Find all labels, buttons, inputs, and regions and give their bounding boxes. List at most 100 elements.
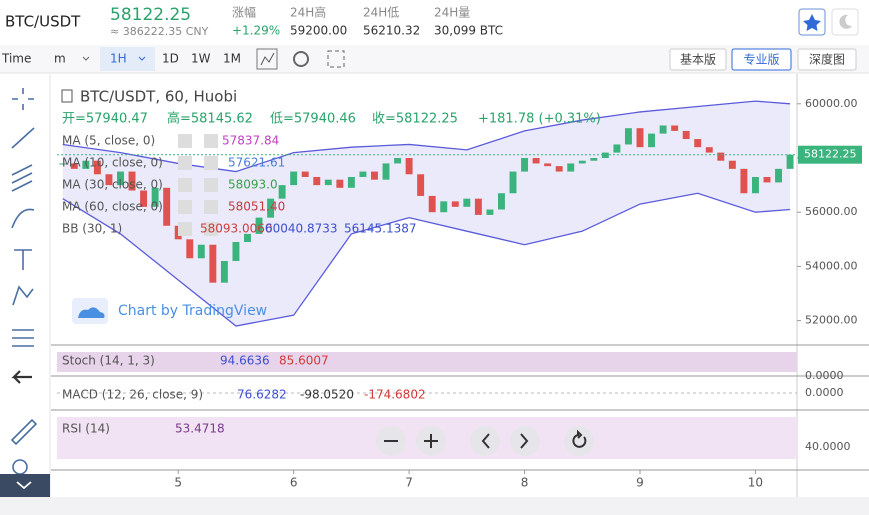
stat-value: 59200.00 (290, 24, 347, 38)
brush-tool[interactable] (11, 208, 35, 229)
study-close[interactable] (204, 134, 218, 148)
view-button[interactable] (669, 48, 727, 71)
text-tool[interactable] (14, 249, 32, 270)
panel-name: MACD (12, 26, close, 9) (62, 388, 203, 402)
study-value: 57621.61 (228, 156, 285, 170)
collapse-caret (16, 481, 32, 490)
candle (301, 171, 309, 177)
candle (532, 158, 540, 164)
watermark: Chart by TradingView (118, 303, 267, 319)
crosshair-tool[interactable] (12, 88, 34, 110)
ohlc-value: 高=58145.62 (167, 111, 253, 127)
candle (405, 158, 413, 175)
left-arrow (481, 433, 490, 449)
candle (682, 130, 690, 140)
study-name: MA (5, close, 0) (62, 134, 155, 148)
scroll-left[interactable] (470, 426, 500, 456)
candle (278, 185, 286, 199)
study-value: 56145.1387 (344, 222, 417, 236)
interval-select[interactable]: 1H (110, 52, 127, 66)
fullscreen-icon[interactable] (327, 50, 345, 68)
candle (382, 163, 390, 180)
stoch-band (57, 352, 797, 372)
period[interactable]: 1W (191, 52, 211, 66)
candle (624, 128, 632, 145)
study-close[interactable] (204, 156, 218, 170)
panel-value: 53.4718 (175, 422, 225, 436)
view-button[interactable] (731, 48, 792, 71)
study-close[interactable] (204, 222, 218, 236)
candle (648, 133, 656, 148)
study-settings[interactable] (178, 156, 192, 170)
y-tick-label: 56000.00 (805, 205, 858, 218)
pattern-tool[interactable] (12, 285, 34, 306)
study-settings[interactable] (178, 134, 192, 148)
y-tick-label: 52000.00 (805, 314, 858, 327)
study-name: MA (10, close, 0) (62, 156, 163, 170)
collapse-legend[interactable] (61, 89, 73, 103)
candle (497, 193, 505, 210)
last-price-label: 58122.25 (804, 148, 857, 161)
caret (138, 56, 146, 61)
panel-value: -174.6802 (364, 388, 426, 402)
last-price-box (798, 145, 862, 164)
views: 基本版 专业版 深度图 (669, 48, 857, 71)
time-label[interactable]: Time (1, 52, 31, 66)
ohlc-value: 收=58122.25 (372, 112, 458, 127)
panel-value: 85.6007 (279, 354, 329, 368)
back-tool[interactable] (11, 370, 32, 384)
candle (636, 128, 644, 148)
candle (613, 144, 621, 153)
view-label[interactable]: 深度图 (809, 52, 845, 67)
trend-tool[interactable] (11, 127, 35, 149)
measure-tool[interactable] (12, 329, 34, 347)
symbol: BTC/USDT (5, 13, 81, 31)
header (0, 0, 869, 44)
ohlc-value: 低=57940.46 (270, 112, 356, 127)
period[interactable]: 1D (162, 52, 179, 66)
candle (786, 154, 794, 169)
candle (59, 163, 67, 165)
view-label[interactable]: 专业版 (743, 52, 779, 67)
view-button[interactable] (797, 48, 857, 71)
candle (775, 168, 782, 183)
star-icon (803, 14, 821, 31)
panel-axis-label: 0.0000 (805, 386, 844, 399)
ruler-tool[interactable] (10, 418, 38, 446)
period[interactable]: 1M (223, 52, 241, 66)
candle (601, 152, 609, 159)
reset[interactable] (564, 426, 594, 456)
unit-select[interactable]: m (54, 52, 66, 66)
chart-type-icon[interactable] (256, 48, 278, 70)
candle (117, 171, 124, 186)
chart-title: BTC/USDT, 60, Huobi (80, 88, 237, 106)
study-settings[interactable] (178, 200, 192, 214)
study-close[interactable] (204, 178, 218, 192)
ohlc-value: +181.78 (+0.31%) (478, 112, 601, 127)
view-label[interactable]: 基本版 (680, 53, 716, 67)
candle (163, 187, 171, 226)
fib-tool[interactable] (11, 164, 33, 192)
study-close[interactable] (204, 200, 218, 214)
study-settings[interactable] (178, 222, 192, 236)
scroll-right[interactable] (510, 426, 540, 456)
candle (590, 158, 598, 161)
legend: 开=57940.47 高=58145.62 低=57940.46 收=58122.25… (62, 111, 851, 454)
y-tick-label: 60000.00 (805, 97, 858, 110)
panel-name: RSI (14) (62, 422, 110, 436)
panel-value: 76.6282 (237, 388, 287, 402)
study-value: 58093.0 (228, 178, 278, 192)
candle (544, 163, 552, 167)
candle (555, 166, 563, 172)
settings-icon[interactable] (293, 51, 309, 67)
collapse-button[interactable] (0, 474, 50, 497)
interval-bg (100, 47, 155, 71)
candle (82, 160, 90, 169)
bb-line (62, 192, 791, 327)
candle (267, 198, 275, 218)
candle (578, 160, 586, 164)
x-tick-label: 6 (290, 476, 298, 490)
candle (751, 176, 759, 194)
study-settings[interactable] (178, 178, 192, 192)
